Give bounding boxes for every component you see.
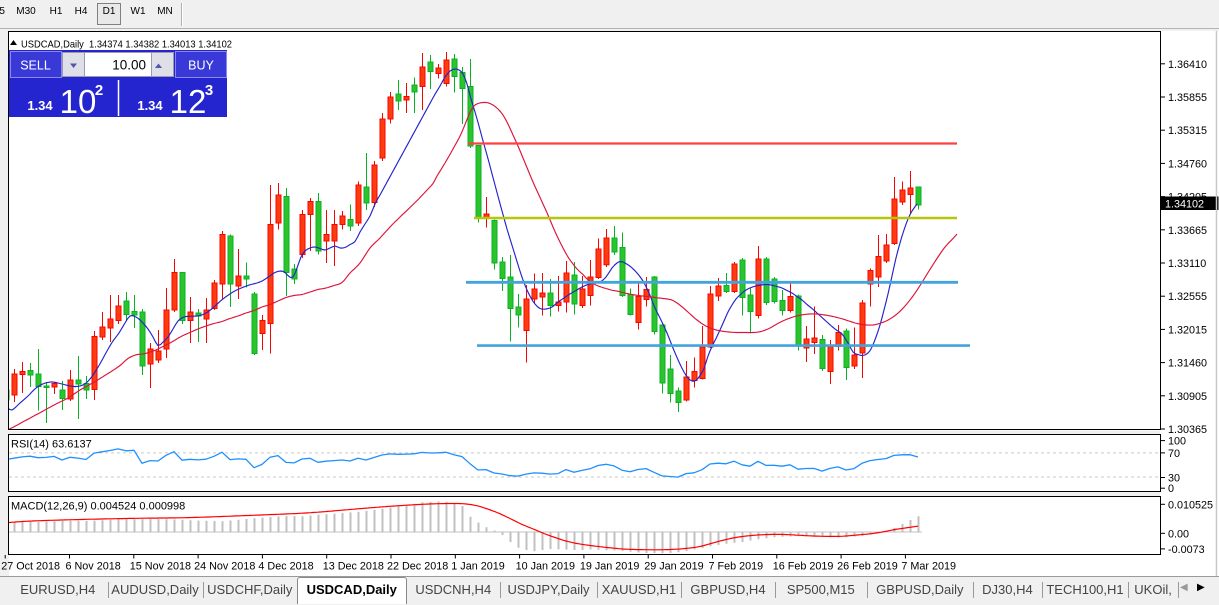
svg-text:100: 100 [1168, 436, 1186, 448]
svg-text:27 Oct 2018: 27 Oct 2018 [1, 561, 60, 573]
svg-text:USDCAD,Daily 1.34374 1.34382: USDCAD,Daily 1.34374 1.34382 1.34013 1.3… [21, 40, 232, 51]
svg-text:1.33665: 1.33665 [1168, 225, 1207, 237]
svg-text:16 Feb 2019: 16 Feb 2019 [773, 561, 834, 573]
svg-text:1.34: 1.34 [27, 98, 53, 113]
svg-text:BUY: BUY [188, 59, 214, 73]
svg-text:1.35855: 1.35855 [1168, 92, 1207, 104]
svg-text:1.36410: 1.36410 [1168, 59, 1207, 71]
svg-text:0: 0 [1168, 483, 1174, 495]
svg-text:10: 10 [60, 83, 97, 120]
svg-text:30: 30 [1168, 473, 1180, 485]
svg-text:24 Nov 2018: 24 Nov 2018 [194, 561, 255, 573]
svg-text:1.34102: 1.34102 [1165, 198, 1204, 210]
svg-text:0.010525: 0.010525 [1168, 499, 1213, 511]
svg-text:10.00: 10.00 [112, 58, 146, 73]
svg-text:3: 3 [205, 82, 213, 99]
svg-text:7 Mar 2019: 7 Mar 2019 [901, 561, 956, 573]
svg-text:1 Jan 2019: 1 Jan 2019 [451, 561, 504, 573]
svg-text:2: 2 [95, 82, 103, 99]
svg-text:6 Nov 2018: 6 Nov 2018 [66, 561, 121, 573]
svg-text:70: 70 [1168, 448, 1180, 460]
svg-text:13 Dec 2018: 13 Dec 2018 [323, 561, 384, 573]
svg-text:1.35315: 1.35315 [1168, 125, 1207, 137]
svg-text:1.34760: 1.34760 [1168, 158, 1207, 170]
svg-text:10 Jan 2019: 10 Jan 2019 [516, 561, 575, 573]
svg-text:1.30905: 1.30905 [1168, 391, 1207, 403]
svg-text:15 Nov 2018: 15 Nov 2018 [130, 561, 191, 573]
svg-text:0.00: 0.00 [1168, 528, 1189, 540]
svg-text:22 Dec 2018: 22 Dec 2018 [387, 561, 448, 573]
svg-text:1.34: 1.34 [137, 98, 163, 113]
svg-text:26 Feb 2019: 26 Feb 2019 [837, 561, 898, 573]
svg-text:1.33110: 1.33110 [1168, 258, 1206, 270]
svg-text:1.32015: 1.32015 [1168, 324, 1207, 336]
svg-text:1.30365: 1.30365 [1168, 424, 1207, 436]
svg-text:4 Dec 2018: 4 Dec 2018 [258, 561, 313, 573]
svg-text:29 Jan 2019: 29 Jan 2019 [644, 561, 703, 573]
svg-text:1.31460: 1.31460 [1168, 358, 1207, 370]
svg-text:-0.0073: -0.0073 [1168, 544, 1205, 556]
svg-text:7 Feb 2019: 7 Feb 2019 [709, 561, 764, 573]
svg-text:1.32555: 1.32555 [1168, 291, 1207, 303]
svg-text:19 Jan 2019: 19 Jan 2019 [580, 561, 639, 573]
svg-text:12: 12 [170, 83, 207, 120]
svg-text:MACD(12,26,9) 0.004524 0.00099: MACD(12,26,9) 0.004524 0.000998 [11, 501, 185, 513]
svg-text:RSI(14) 63.6137: RSI(14) 63.6137 [11, 439, 92, 451]
svg-text:SELL: SELL [20, 59, 51, 73]
